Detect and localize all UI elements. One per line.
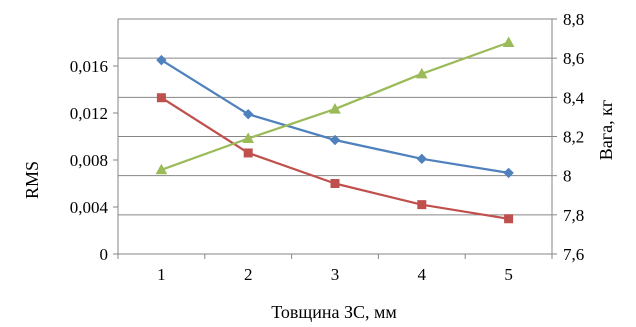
x-tick-label: 1 bbox=[157, 265, 166, 284]
x-axis-title: Товщина ЗС, мм bbox=[271, 302, 397, 322]
y2-axis-title: Вага, кг bbox=[596, 100, 616, 161]
series-1-point bbox=[503, 167, 514, 179]
series-1-point bbox=[156, 54, 167, 66]
tick-labels: 0 0,004 0,008 0,012 0,016 7,6 7,8 8 8,2 8,4 8,6 8,8… bbox=[70, 10, 585, 284]
y-tick-label: 0,008 bbox=[70, 151, 108, 170]
y2-tick-label: 8,8 bbox=[563, 10, 584, 29]
series-3-point bbox=[502, 36, 515, 47]
series-group bbox=[155, 36, 515, 224]
y-tick-label: 0,012 bbox=[70, 104, 108, 123]
series-2-point bbox=[330, 179, 340, 188]
y2-tick-label: 8,6 bbox=[563, 49, 584, 68]
series-1-point bbox=[329, 134, 341, 146]
y2-tick-label: 7,8 bbox=[563, 206, 584, 225]
series-2-point bbox=[243, 148, 253, 158]
x-tick-label: 4 bbox=[418, 265, 427, 284]
series-3-point bbox=[329, 103, 341, 114]
y-tick-label: 0 bbox=[100, 245, 109, 264]
axes bbox=[113, 18, 557, 259]
x-tick-label: 5 bbox=[504, 265, 513, 284]
series-3-point bbox=[242, 132, 255, 143]
series-1-line bbox=[160, 59, 509, 175]
x-tick-label: 2 bbox=[244, 265, 253, 284]
y-tick-label: 0,004 bbox=[70, 198, 109, 217]
series-2-point bbox=[417, 200, 427, 210]
y2-tick-label: 8 bbox=[563, 167, 572, 186]
series-1-point bbox=[242, 108, 254, 120]
series-2-point bbox=[504, 214, 514, 224]
y2-tick-label: 8,4 bbox=[563, 88, 585, 107]
y2-tick-label: 7,6 bbox=[563, 245, 584, 264]
x-tick-label: 3 bbox=[331, 265, 340, 284]
y-tick-label: 0,016 bbox=[70, 57, 108, 76]
series-3-point bbox=[415, 67, 428, 79]
y-axis-title: RMS bbox=[22, 161, 42, 199]
series-2-line bbox=[160, 96, 509, 220]
series-3-point bbox=[155, 163, 168, 175]
series-2-point bbox=[156, 93, 166, 103]
y2-tick-label: 8,2 bbox=[563, 128, 584, 147]
series-1-point bbox=[416, 153, 428, 165]
